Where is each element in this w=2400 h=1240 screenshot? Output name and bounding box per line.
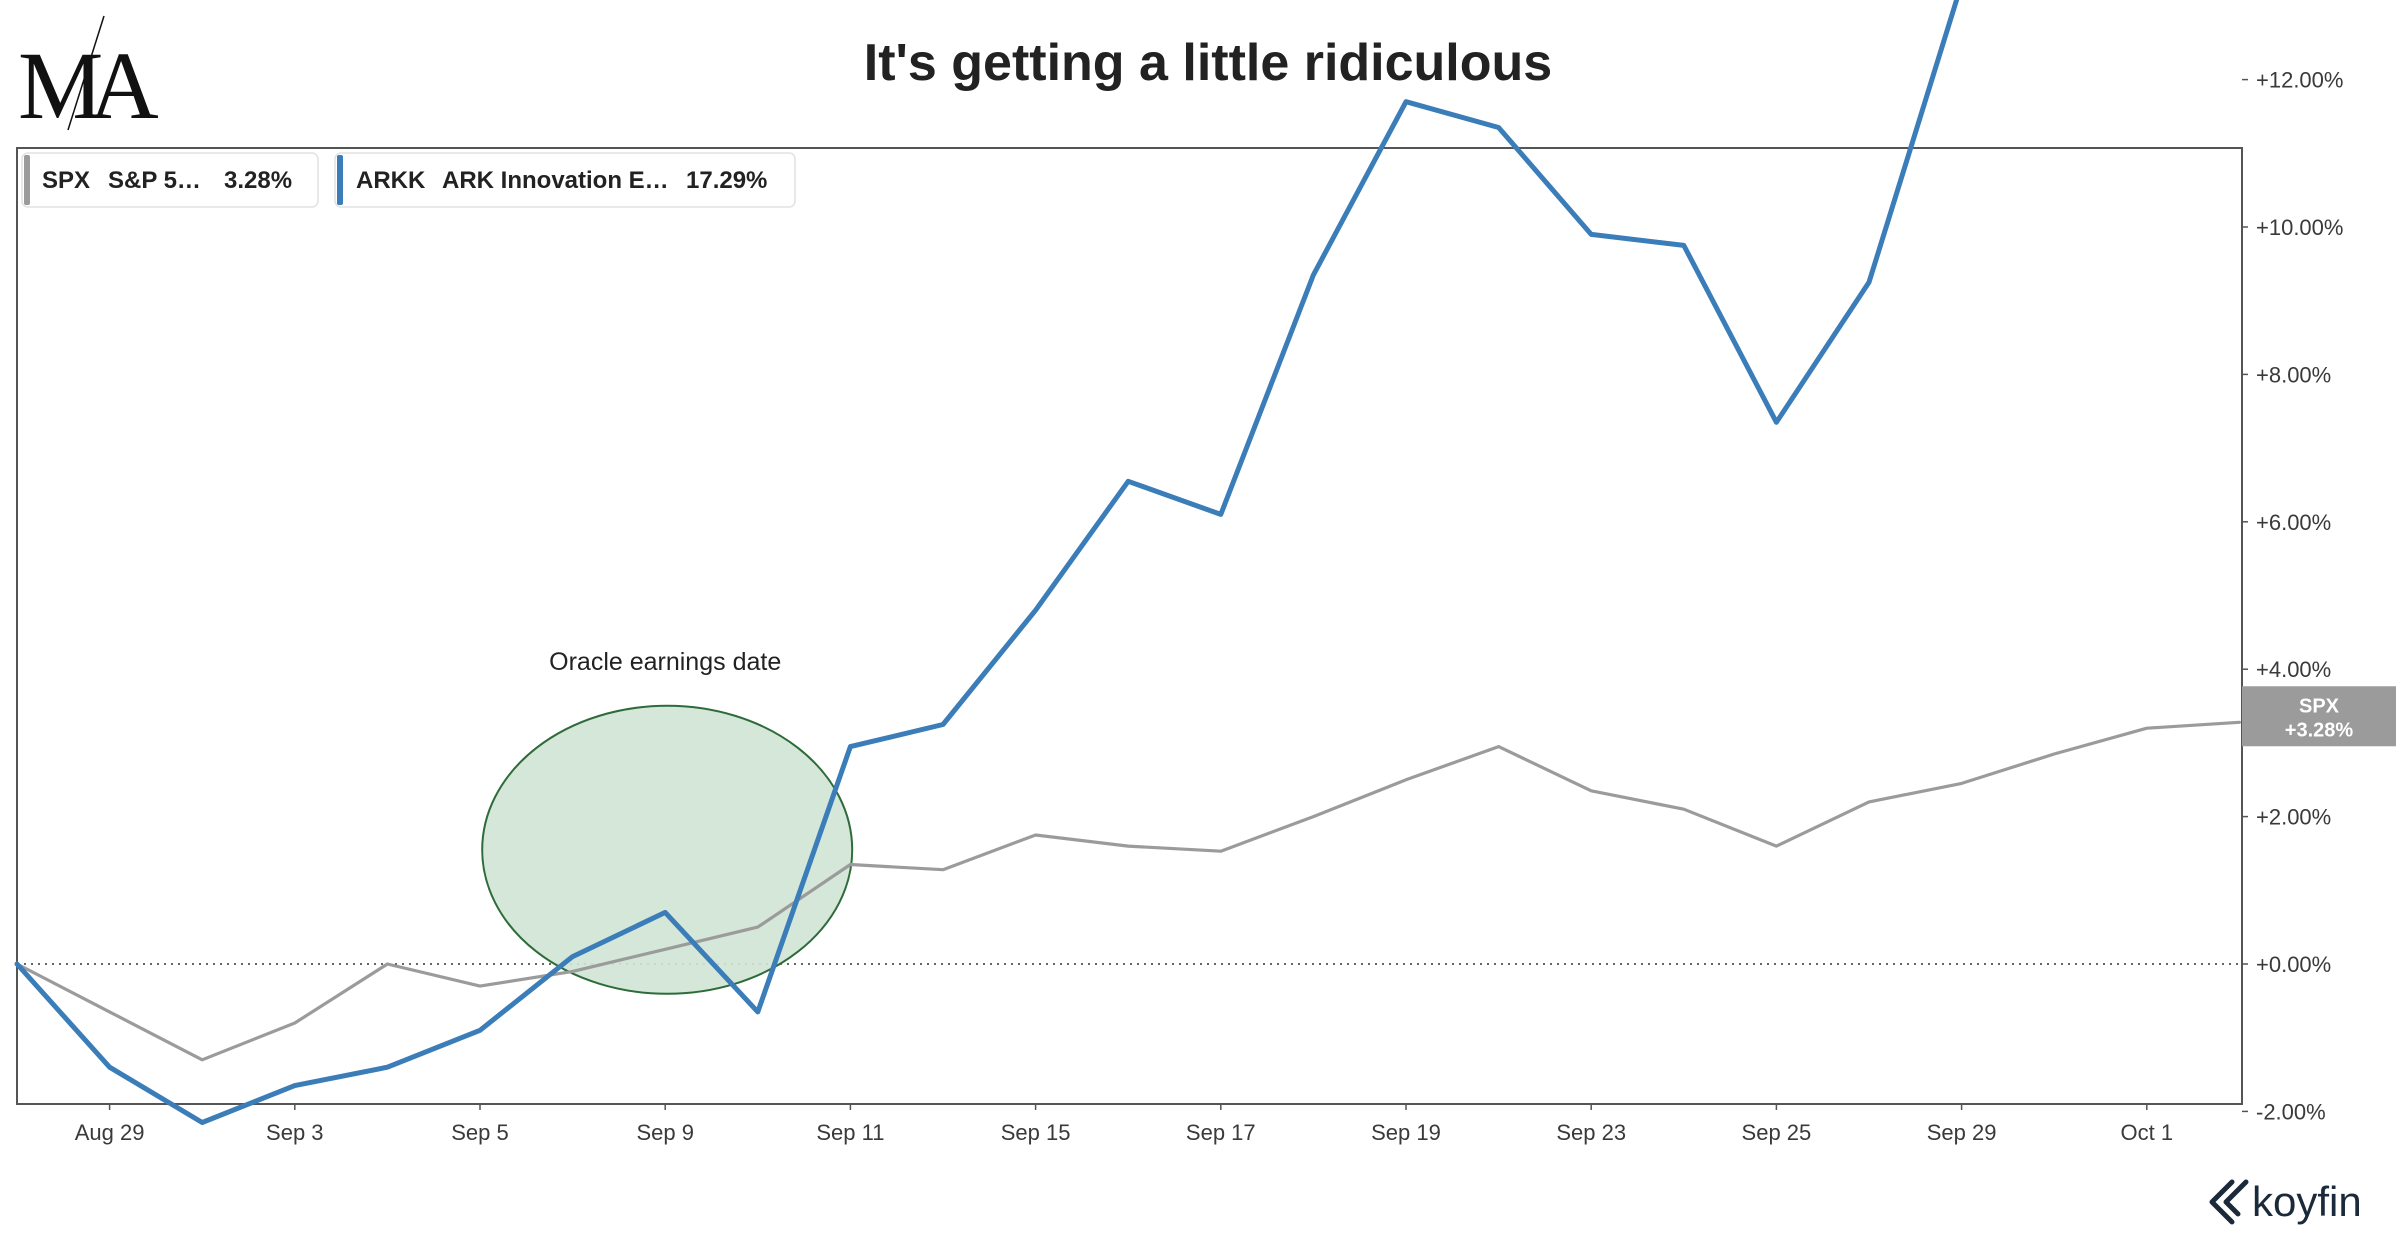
- legend-ticker: SPX: [42, 167, 90, 194]
- series-line-spx[interactable]: [15, 720, 2241, 1062]
- legend-swatch: [337, 155, 343, 205]
- x-tick-label: Sep 3: [266, 1120, 324, 1145]
- y-tick-label: +0.00%: [2256, 952, 2331, 977]
- legend-name: S&P 5…: [108, 167, 201, 194]
- y-tick-label: +8.00%: [2256, 362, 2331, 387]
- chart-title: It's getting a little ridiculous: [864, 34, 1552, 92]
- x-tick-label: Sep 11: [816, 1120, 884, 1145]
- series-layer: [14, 0, 2241, 1125]
- x-tick-label: Sep 25: [1742, 1120, 1812, 1145]
- y-tick-label: +4.00%: [2256, 657, 2331, 682]
- x-tick-label: Sep 17: [1186, 1120, 1256, 1145]
- annotation-text: Oracle earnings date: [549, 648, 781, 676]
- badge-bg: [2242, 686, 2396, 747]
- plot-frame: [16, 147, 2243, 1105]
- y-tick-label: +12.00%: [2256, 68, 2343, 93]
- legend-ticker: ARKK: [356, 167, 426, 194]
- x-tick-label: Sep 15: [1001, 1120, 1071, 1145]
- koyfin-logo: koyfin: [2209, 1178, 2362, 1225]
- legend-name: ARK Innovation E…: [442, 167, 669, 194]
- badge-label: SPX: [2299, 695, 2340, 717]
- badge-layer: SPX+3.28%ARKK+17.29%: [2242, 686, 2396, 747]
- legend-value: 3.28%: [224, 167, 292, 194]
- legend-item-arkk[interactable]: ARKK ARK Innovation E… 17.29%: [334, 152, 796, 208]
- badge-value: +3.28%: [2285, 719, 2354, 741]
- x-tick-label: Sep 5: [451, 1120, 509, 1145]
- ma-logo: MA: [18, 15, 172, 139]
- y-axis: +22.00%+20.00%+18.00%+16.00%+14.00%+12.0…: [2242, 68, 2343, 1124]
- x-tick-label: Sep 9: [636, 1120, 694, 1145]
- series-line-arkk[interactable]: [14, 0, 2239, 1125]
- legend-value: 17.29%: [686, 167, 767, 194]
- koyfin-text: koyfin: [2252, 1178, 2362, 1225]
- y-tick-label: +10.00%: [2256, 215, 2343, 240]
- x-tick-label: Sep 23: [1556, 1120, 1626, 1145]
- legend-swatch: [24, 155, 30, 205]
- x-tick-label: Oct 1: [2121, 1120, 2174, 1145]
- legend-box: [21, 152, 319, 208]
- y-tick-label: +2.00%: [2256, 805, 2331, 830]
- x-tick-label: Aug 29: [75, 1120, 145, 1145]
- x-axis: Aug 29 Sep 3 Sep 5 Sep 9 Sep 11 Sep 15 Sep 17 S…: [75, 1104, 2173, 1145]
- logo-text: MA: [18, 32, 158, 139]
- badge-spx: SPX+3.28%: [2242, 686, 2396, 747]
- koyfin-mark-icon: [2209, 1179, 2249, 1225]
- legend: SPX S&P 5… 3.28% ARKK ARK Innovation E… …: [21, 152, 796, 208]
- y-tick-label: +6.00%: [2256, 510, 2331, 535]
- x-tick-label: Sep 29: [1927, 1120, 1997, 1145]
- logo-slash: [67, 15, 105, 131]
- x-tick-label: Sep 19: [1371, 1120, 1441, 1145]
- legend-item-spx[interactable]: SPX S&P 5… 3.28%: [21, 152, 319, 208]
- annotation-ellipse: [481, 704, 854, 995]
- legend-box: [334, 152, 796, 208]
- y-tick-label: -2.00%: [2256, 1099, 2326, 1124]
